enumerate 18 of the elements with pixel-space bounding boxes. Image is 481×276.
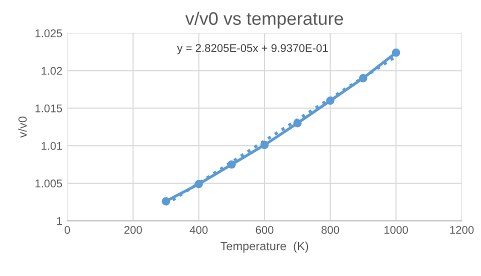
y-tick-label: 1.015 [36,104,62,112]
x-tick-label: 600 [256,226,274,234]
x-tick-label: 1200 [450,226,474,234]
y-tick-label: 1.02 [42,66,62,75]
y-axis-title: v/v0 [18,116,27,138]
x-tick-label: 200 [124,226,142,234]
annotation: y = 2.8205E-05x + 9.9370E-01 [177,44,328,54]
y-tick-label: 1.005 [36,180,62,188]
y-tick-label: 1.01 [42,142,62,150]
x-tick-label: 1000 [384,226,408,234]
y-tick-label: 1.025 [36,29,62,38]
point [392,48,400,57]
x-tick-label: 800 [322,226,340,234]
x-axis-title: Temperature (K) [220,242,308,253]
y-tick-label: 1 [57,217,62,225]
chart-title: v/v0 vs temperature [185,12,344,29]
x-tick-label: 400 [190,226,208,234]
x-tick-label: 0 [64,226,70,234]
